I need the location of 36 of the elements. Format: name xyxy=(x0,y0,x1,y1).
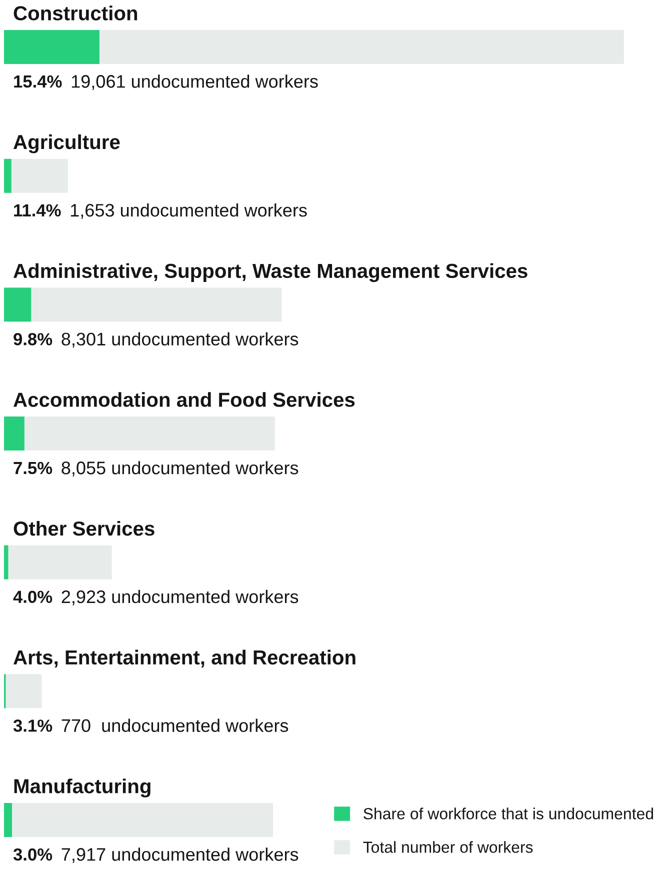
annotation: 19,061 undocumented workers xyxy=(72,74,318,90)
y-tick-label: Manufacturing xyxy=(14,778,150,798)
bar xyxy=(31,288,282,322)
bar xyxy=(12,803,274,837)
annotation: 11.4% xyxy=(14,204,61,216)
annotation: 7,917 undocumented workers xyxy=(62,848,298,863)
annotation: 3.1% xyxy=(13,720,52,732)
y-tick-label: Construction xyxy=(14,6,138,20)
annotation: 4.0% xyxy=(13,590,52,603)
y-tick-label: Agriculture xyxy=(14,134,120,154)
y-tick-label: Other Services xyxy=(14,520,154,536)
bar xyxy=(4,288,32,322)
bar xyxy=(8,545,112,580)
annotation: 3.0% xyxy=(13,848,52,861)
bar xyxy=(24,416,275,450)
y-tick-label: Arts, Entertainment, and Recreation xyxy=(14,650,356,668)
annotation: 9.8% xyxy=(14,333,52,346)
y-tick-label: Accommodation and Food Services xyxy=(14,392,355,407)
annotation: 8,055 undocumented workers xyxy=(62,461,298,476)
y-tick-label: Administrative, Support, Waste Management Services xyxy=(14,263,528,282)
legend-label: Total number of workers xyxy=(363,841,533,853)
bar xyxy=(6,674,42,708)
legend-label: Share of workforce that is undocumented xyxy=(364,808,654,820)
annotation: 1,653 undocumented workers xyxy=(70,203,307,219)
bar xyxy=(4,416,24,450)
bar xyxy=(4,803,12,837)
annotation: 770 undocumented workers xyxy=(62,718,288,732)
annotation: 2,923 undocumented workers xyxy=(62,590,298,606)
bar xyxy=(4,158,12,193)
bar xyxy=(4,545,8,580)
annotation: 8,301 undocumented workers xyxy=(62,332,298,348)
bar xyxy=(11,158,68,193)
bar xyxy=(99,30,624,64)
annotation: 15.4% xyxy=(14,75,62,88)
bar xyxy=(4,30,100,64)
annotation: 7.5% xyxy=(14,462,52,474)
